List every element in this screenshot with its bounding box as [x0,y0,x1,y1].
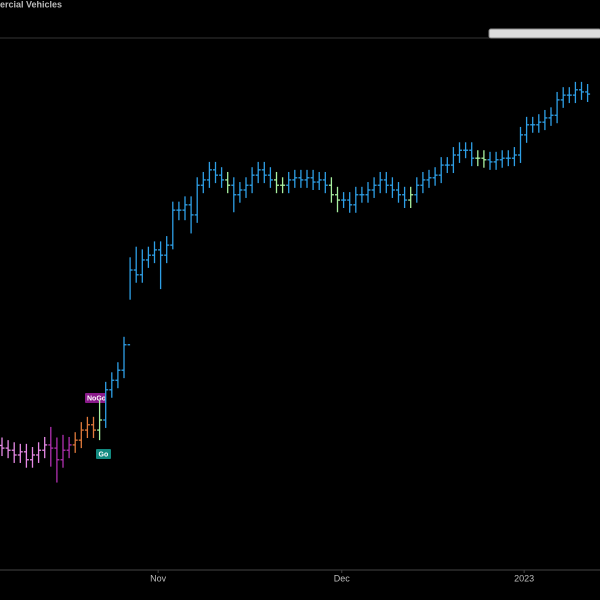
x-tick-label: Dec [334,573,351,583]
x-tick-label: Nov [150,573,167,583]
chart-title: ercial Vehicles [0,0,62,9]
scrollbar[interactable] [488,28,600,39]
x-tick-label: 2023 [514,573,534,583]
annotation: Go [99,451,109,458]
nogo-badge [85,393,106,403]
annotation: NoGo [87,395,106,402]
go-badge [96,449,111,459]
